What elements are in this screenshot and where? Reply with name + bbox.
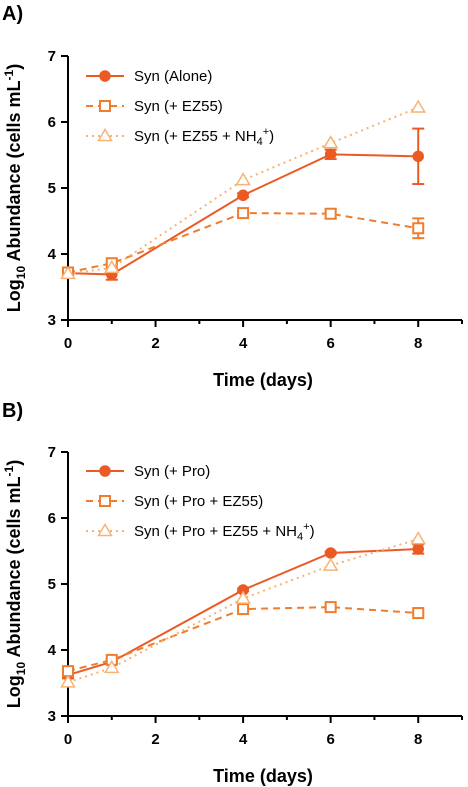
legend-entry: Syn (Alone) (86, 68, 212, 85)
x-tick-label: 8 (414, 731, 422, 748)
legend-entry: Syn (+ EZ55) (86, 98, 223, 115)
series-line (67, 538, 419, 684)
series-dotted-triangle (60, 99, 427, 280)
legend-label: Syn (+ EZ55 + NH4+) (134, 126, 274, 148)
data-point (322, 135, 339, 149)
y-tick-label: 4 (48, 642, 57, 659)
y-tick-label: 7 (48, 444, 56, 461)
data-point (410, 531, 427, 545)
x-tick-label: 4 (239, 335, 248, 352)
legend-marker (99, 465, 111, 477)
legend-entry: Syn (+ EZ55 + NH4+) (86, 126, 274, 148)
x-axis-title: Time (days) (213, 766, 313, 786)
x-tick-label: 6 (326, 731, 334, 748)
legend-marker (99, 495, 111, 507)
legend-entry: Syn (+ Pro + EZ55) (86, 493, 263, 510)
legend-label: Syn (Alone) (134, 68, 212, 85)
x-tick-label: 2 (151, 335, 159, 352)
series-dotted-triangle (60, 531, 427, 688)
data-point (410, 99, 427, 113)
series-dashed-square (62, 601, 425, 678)
y-tick-label: 7 (48, 48, 56, 65)
legend-marker (99, 100, 111, 112)
data-point (237, 207, 250, 220)
y-tick-label: 3 (48, 708, 56, 725)
x-tick-label: 4 (239, 731, 248, 748)
data-point (103, 259, 120, 274)
data-point (412, 607, 425, 620)
data-point (103, 659, 120, 674)
panel-label: A) (2, 3, 23, 25)
panel-label: B) (2, 400, 23, 422)
x-tick-label: 0 (64, 335, 72, 352)
x-tick-label: 2 (151, 731, 159, 748)
data-point (324, 207, 337, 220)
y-tick-label: 5 (48, 180, 56, 197)
y-axis-title: Log10 Abundance (cells mL-1) (2, 64, 28, 312)
data-point (322, 557, 339, 571)
data-point (235, 172, 251, 186)
data-point (324, 148, 337, 161)
legend-marker (99, 70, 111, 82)
data-point (412, 543, 424, 555)
legend-entry: Syn (+ Pro + EZ55 + NH4+) (86, 521, 315, 543)
chart-panel-b: B) 3 4 5 6 7 0 2 4 6 8 Time (days) Log10 Abundance (… (2, 400, 463, 786)
y-tick-label: 4 (48, 246, 57, 263)
x-axis-title: Time (days) (213, 370, 313, 390)
y-tick-label: 6 (48, 510, 56, 527)
data-point (237, 603, 250, 616)
series-line (67, 606, 419, 673)
data-point (412, 222, 425, 235)
chart-panel-a: A) 3 4 5 6 7 0 2 4 6 8 Time (days) Log10 Abundance (… (2, 3, 463, 390)
legend-label: Syn (+ Pro) (134, 463, 210, 480)
y-tick-label: 5 (48, 576, 56, 593)
legend-marker (97, 523, 113, 537)
legend-entry: Syn (+ Pro) (86, 463, 210, 480)
data-point (60, 265, 76, 280)
y-axis-title: Log10 Abundance (cells mL-1) (2, 460, 28, 708)
series-dashed-square (62, 207, 425, 279)
data-point (237, 189, 249, 202)
y-tick-label: 3 (48, 312, 56, 329)
x-tick-label: 8 (414, 335, 422, 352)
legend-label: Syn (+ Pro + EZ55 + NH4+) (134, 521, 315, 543)
x-tick-label: 6 (326, 335, 334, 352)
series-solid-circle (62, 127, 425, 281)
data-point (412, 150, 424, 163)
legend-label: Syn (+ EZ55) (134, 98, 223, 115)
data-point (324, 601, 337, 614)
data-point (235, 590, 251, 604)
series-line (67, 212, 419, 274)
x-tick-label: 0 (64, 731, 72, 748)
data-point (324, 547, 337, 559)
y-tick-label: 6 (48, 114, 56, 131)
legend-label: Syn (+ Pro + EZ55) (134, 493, 263, 510)
data-point (60, 674, 76, 688)
legend-marker (97, 128, 113, 142)
